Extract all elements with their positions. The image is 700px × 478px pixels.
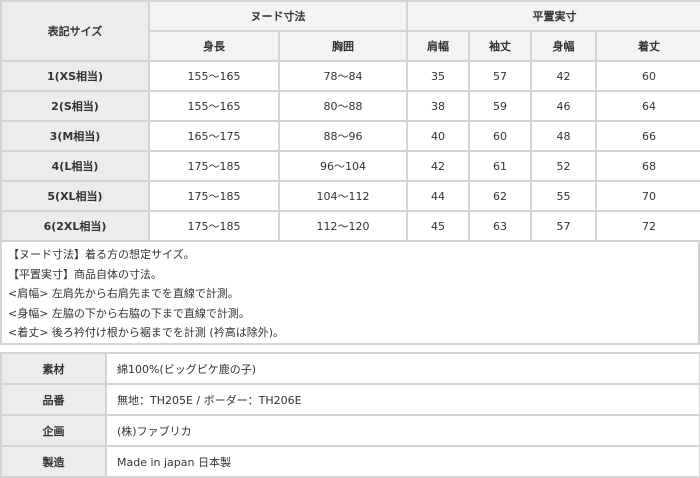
size-cell: 175～185 [148,180,280,212]
note-line: <肩幅> 左肩先から右肩先までを直線で計測。 [8,287,239,300]
size-cell: 42 [406,150,470,182]
size-cell: 78～84 [278,60,408,92]
size-row: 5(XL相当) 175～185 104～112 44 62 55 70 [0,180,700,212]
size-cell: 68 [595,150,700,182]
size-cell: 57 [468,60,532,92]
size-row: 4(L相当) 175～185 96～104 42 61 52 68 [0,150,700,182]
spec-value: (株)ファブリカ [105,414,700,447]
size-row: 6(2XL相当) 175～185 112～120 45 63 57 72 [0,210,700,242]
spec-table: 素材 綿100%(ビッグピケ鹿の子) 品番 無地：TH205E / ボーダー：TH2… [0,352,700,478]
size-cell: 66 [595,120,700,152]
size-label: 6(2XL相当) [0,210,150,242]
size-cell: 72 [595,210,700,242]
flat-size-header: 平置実寸 [406,0,700,32]
size-cell: 45 [406,210,470,242]
size-row: 1(XS相当) 155～165 78～84 35 57 42 60 [0,60,700,92]
size-label: 1(XS相当) [0,60,150,92]
column-header: 身長 [148,30,280,62]
spec-value: 綿100%(ビッグピケ鹿の子) [105,352,700,385]
column-header: 袖丈 [468,30,532,62]
size-cell: 48 [530,120,597,152]
size-cell: 88～96 [278,120,408,152]
note-line: 【平置実寸】商品自体の寸法。 [8,267,162,281]
size-cell: 155～165 [148,90,280,122]
size-cell: 62 [468,180,532,212]
size-cell: 175～185 [148,210,280,242]
spec-label: 品番 [0,383,107,416]
size-cell: 46 [530,90,597,122]
nude-size-header: ヌード寸法 [148,0,408,32]
column-header: 胸囲 [278,30,408,62]
column-header: 肩幅 [406,30,470,62]
size-cell: 70 [595,180,700,212]
size-cell: 40 [406,120,470,152]
spec-label: 製造 [0,445,107,478]
size-label: 3(M相当) [0,120,150,152]
spec-row-product-number: 品番 無地：TH205E / ボーダー：TH206E [0,383,700,416]
spec-value: 無地：TH205E / ボーダー：TH206E [105,383,700,416]
note-line: <身幅> 左脇の下から右脇の下まで直線で計測。 [8,306,250,320]
spec-label: 素材 [0,352,107,385]
column-header: 着丈 [595,30,700,62]
spec-row-manufacture: 製造 Made in japan 日本製 [0,445,700,478]
size-label-header: 表記サイズ [0,0,150,62]
size-cell: 38 [406,90,470,122]
size-cell: 44 [406,180,470,212]
size-cell: 60 [468,120,532,152]
size-cell: 52 [530,150,597,182]
size-cell: 96～104 [278,150,408,182]
size-cell: 104～112 [278,180,408,212]
spec-row-material: 素材 綿100%(ビッグピケ鹿の子) [0,352,700,385]
spec-row-planning: 企画 (株)ファブリカ [0,414,700,447]
size-label: 2(S相当) [0,90,150,122]
size-cell: 165～175 [148,120,280,152]
spec-value: Made in japan 日本製 [105,445,700,478]
column-header: 身幅 [530,30,597,62]
size-cell: 63 [468,210,532,242]
size-notes: 【ヌード寸法】着る方の想定サイズ。 【平置実寸】商品自体の寸法。 <肩幅> 左肩… [0,241,700,345]
spec-label: 企画 [0,414,107,447]
size-cell: 57 [530,210,597,242]
size-label: 4(L相当) [0,150,150,182]
size-label: 5(XL相当) [0,180,150,212]
size-cell: 112～120 [278,210,408,242]
size-cell: 59 [468,90,532,122]
size-cell: 175～185 [148,150,280,182]
note-line: 【ヌード寸法】着る方の想定サイズ。 [8,248,195,261]
size-cell: 61 [468,150,532,182]
size-row: 3(M相当) 165～175 88～96 40 60 48 66 [0,120,700,152]
size-cell: 64 [595,90,700,122]
size-cell: 35 [406,60,470,92]
size-cell: 60 [595,60,700,92]
size-table: 表記サイズ ヌード寸法 平置実寸 身長 胸囲 肩幅 袖丈 身幅 着丈 1(XS相… [0,0,700,242]
note-line: <着丈> 後ろ衿付け根から裾までを計測 (衿高は除外)。 [8,326,285,339]
size-cell: 42 [530,60,597,92]
size-cell: 155～165 [148,60,280,92]
size-cell: 55 [530,180,597,212]
size-cell: 80～88 [278,90,408,122]
size-row: 2(S相当) 155～165 80～88 38 59 46 64 [0,90,700,122]
